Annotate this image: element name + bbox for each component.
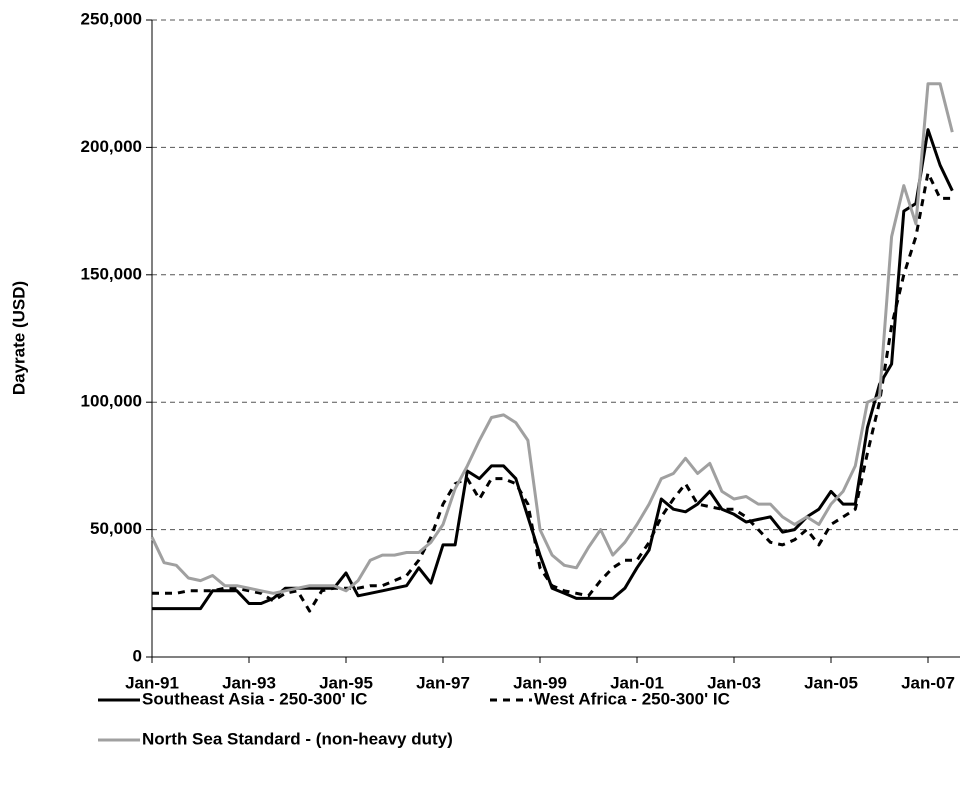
y-tick-label: 200,000 (81, 137, 142, 156)
x-tick-label: Jan-93 (222, 673, 276, 692)
x-tick-label: Jan-07 (901, 673, 955, 692)
legend-label: North Sea Standard - (non-heavy duty) (142, 729, 453, 748)
y-tick-label: 250,000 (81, 9, 142, 28)
x-tick-label: Jan-05 (804, 673, 858, 692)
series-line (150, 82, 954, 595)
y-tick-label: 0 (133, 646, 142, 665)
y-tick-label: 150,000 (81, 264, 142, 283)
y-axis-label: Dayrate (USD) (9, 281, 28, 395)
series-line (152, 128, 954, 611)
y-tick-label: 50,000 (90, 519, 142, 538)
series-line (152, 171, 953, 613)
x-tick-label: Jan-97 (416, 673, 470, 692)
y-tick-label: 100,000 (81, 392, 142, 411)
x-tick-label: Jan-01 (610, 673, 664, 692)
legend-label: Southeast Asia - 250-300' IC (142, 689, 367, 708)
x-tick-label: Jan-99 (513, 673, 567, 692)
x-tick-label: Jan-91 (125, 673, 179, 692)
x-tick-label: Jan-03 (707, 673, 761, 692)
legend-label: West Africa - 250-300' IC (534, 689, 730, 708)
x-tick-label: Jan-95 (319, 673, 373, 692)
